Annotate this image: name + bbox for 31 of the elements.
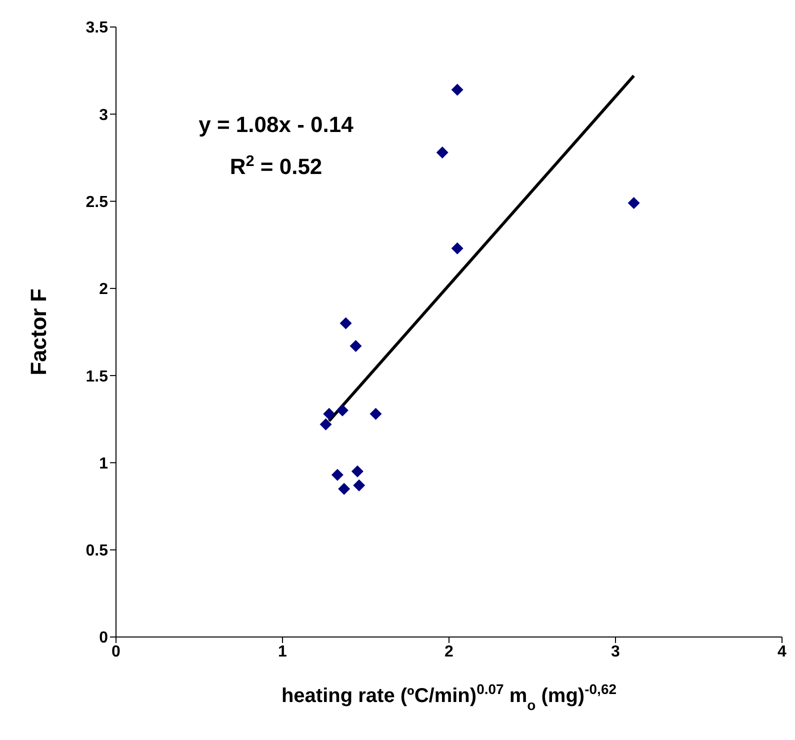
y-tick-label: 0.5: [86, 542, 108, 560]
point: [370, 408, 382, 420]
y-tick-label: 0: [99, 630, 108, 647]
point: [320, 418, 332, 430]
annotation: y = 1.08x - 0.14: [198, 112, 354, 137]
point: [350, 340, 362, 352]
x-axis-title: heating rate (ºC/min)$^{0.07}$ m$_{o}$ (mg)$^{-0,62}$: [281, 681, 617, 713]
x-tick-label: 0: [112, 643, 121, 660]
point: [628, 197, 640, 210]
point: [353, 479, 366, 492]
annotation: R$^{2}$ = 0.52: [230, 152, 322, 179]
x-tick-label: 4: [778, 643, 787, 660]
y-tick-label: 2: [99, 281, 108, 298]
point: [331, 468, 344, 481]
y-tick-label: 1.5: [86, 368, 108, 386]
y-tick-label: 3: [99, 106, 108, 124]
y-tick-label: 3.5: [86, 20, 108, 37]
y-tick-label: 2.5: [86, 194, 108, 211]
point: [336, 404, 348, 416]
x-tick-label: 3: [611, 643, 620, 660]
x-tick-label: 1: [278, 643, 288, 660]
point: [451, 242, 464, 254]
point: [323, 408, 336, 420]
x-tick-label: 2: [444, 643, 454, 660]
y-axis-title: Factor F: [26, 288, 51, 376]
point: [338, 482, 350, 495]
point: [451, 84, 464, 96]
point: [340, 317, 352, 330]
y-tick-label: 1: [99, 455, 108, 472]
point: [436, 146, 448, 158]
point: [351, 465, 364, 478]
